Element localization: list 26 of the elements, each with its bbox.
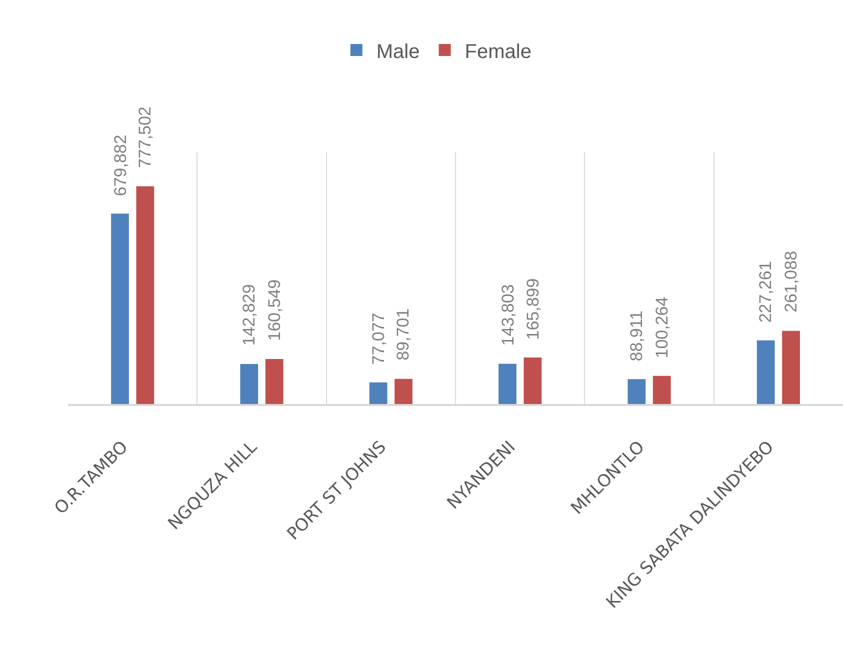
bar [111, 214, 129, 404]
data-label: 89,701 [394, 308, 413, 360]
bar [240, 364, 258, 404]
data-label: 261,088 [782, 250, 801, 312]
bar [265, 359, 284, 404]
data-label: 142,829 [240, 284, 259, 346]
bar [369, 382, 388, 404]
bar [652, 376, 671, 404]
data-label: 160,549 [264, 279, 284, 341]
data-label: 143,803 [498, 284, 518, 346]
bar [628, 379, 646, 404]
bar [782, 330, 800, 404]
data-label: 77,077 [368, 312, 388, 365]
data-label: 679,882 [110, 134, 130, 196]
legend-label: Male [376, 40, 420, 63]
bar [136, 186, 154, 404]
bar [498, 364, 516, 404]
legend-label: Female [464, 40, 532, 63]
data-label: 227,261 [756, 261, 775, 323]
bar [756, 340, 775, 404]
data-label: 88,911 [627, 310, 646, 362]
data-label: 165,899 [524, 278, 543, 340]
bar [524, 358, 542, 404]
data-label: 100,264 [652, 296, 672, 358]
bar [394, 378, 412, 404]
data-label: 777,502 [135, 106, 154, 168]
